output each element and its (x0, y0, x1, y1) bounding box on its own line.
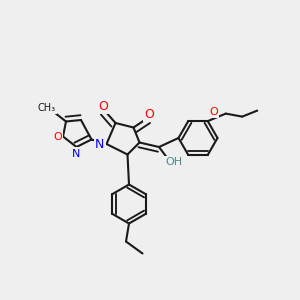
Text: CH₃: CH₃ (38, 103, 56, 113)
Text: O: O (145, 107, 154, 121)
Text: N: N (72, 148, 81, 159)
Text: OH: OH (165, 157, 183, 167)
Text: O: O (209, 107, 218, 117)
Text: O: O (53, 131, 62, 142)
Text: N: N (95, 137, 105, 151)
Text: O: O (99, 100, 108, 113)
